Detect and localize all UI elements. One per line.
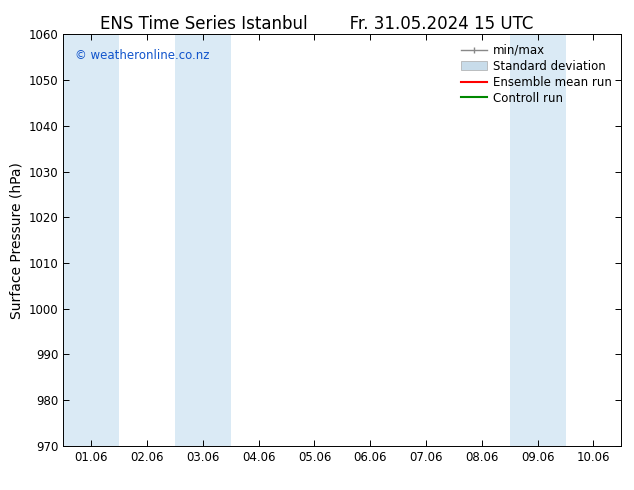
Text: © weatheronline.co.nz: © weatheronline.co.nz	[75, 49, 209, 62]
Bar	[63, 34, 119, 446]
Y-axis label: Surface Pressure (hPa): Surface Pressure (hPa)	[10, 162, 23, 318]
Bar	[621, 34, 634, 446]
Bar	[175, 34, 231, 446]
Bar	[510, 34, 566, 446]
Legend: min/max, Standard deviation, Ensemble mean run, Controll run: min/max, Standard deviation, Ensemble me…	[458, 40, 616, 108]
Text: ENS Time Series Istanbul        Fr. 31.05.2024 15 UTC: ENS Time Series Istanbul Fr. 31.05.2024 …	[100, 15, 534, 33]
